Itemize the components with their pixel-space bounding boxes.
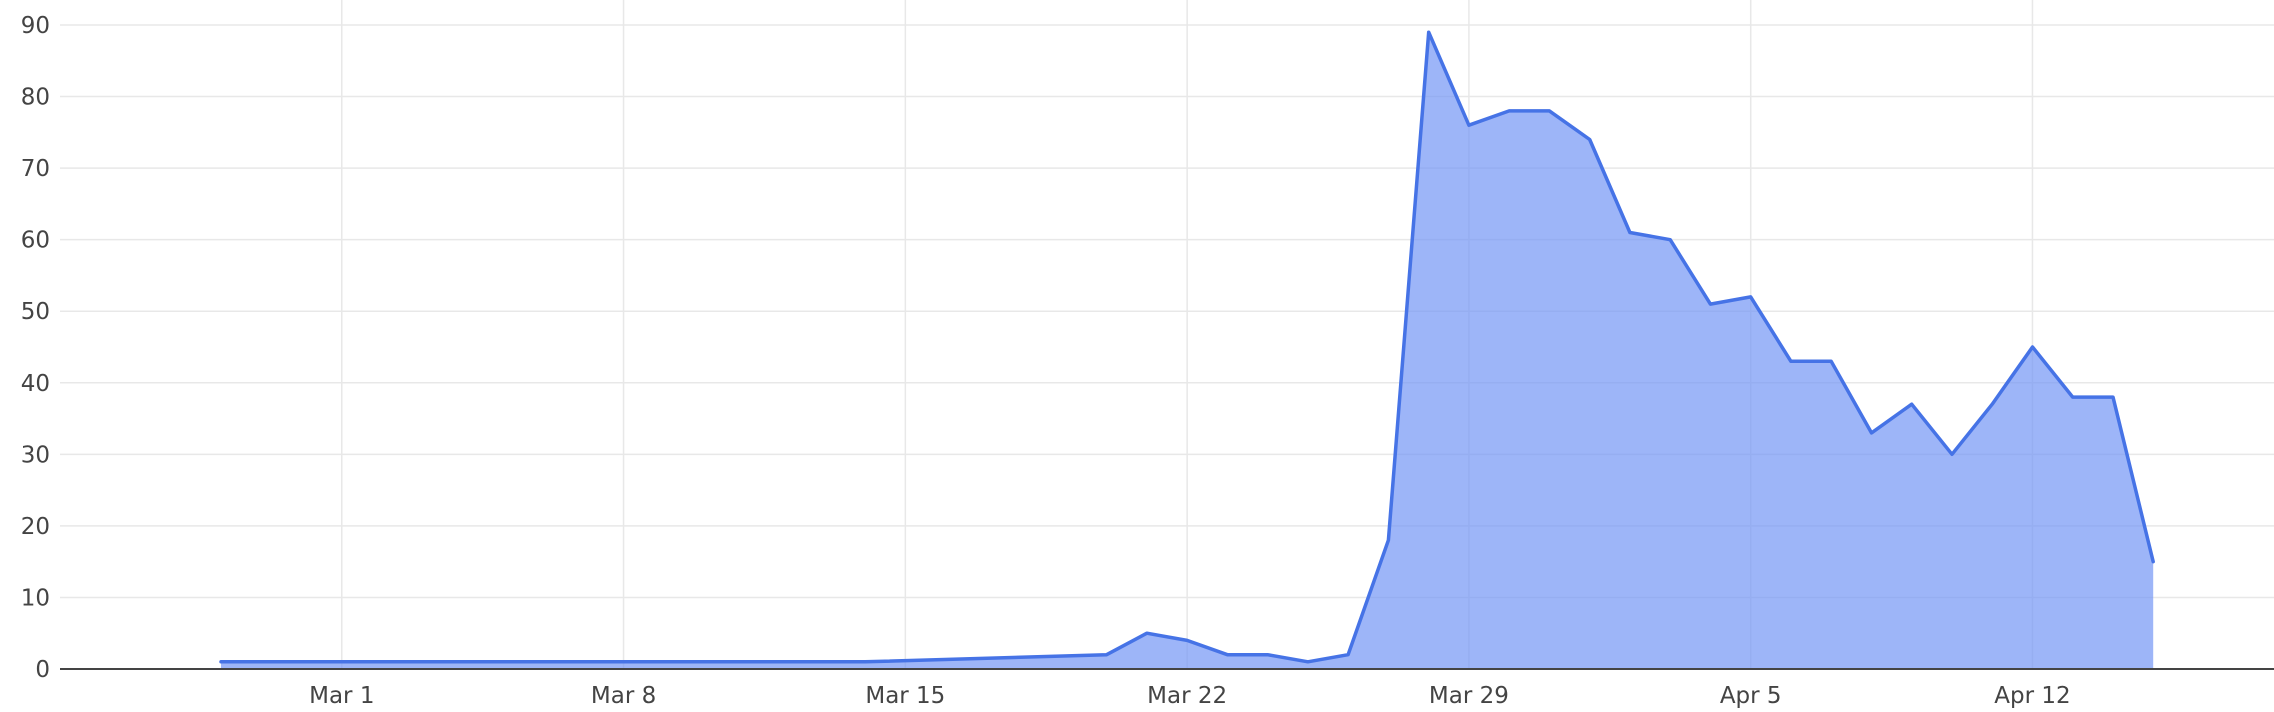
x-tick-label: Apr 12 <box>1994 683 2070 709</box>
y-tick-label: 50 <box>21 299 50 325</box>
y-tick-label: 60 <box>21 228 50 254</box>
x-tick-label: Mar 15 <box>865 683 945 709</box>
y-tick-labels: 0 10 20 30 40 50 60 70 80 90 <box>21 13 50 683</box>
data-point <box>1789 359 1793 363</box>
y-tick-label: 40 <box>21 371 50 397</box>
data-point <box>2071 395 2075 399</box>
x-tick-label: Mar 8 <box>591 683 656 709</box>
data-point <box>1588 138 1592 142</box>
data-point <box>2111 395 2115 399</box>
data-point <box>1427 30 1431 34</box>
data-point <box>1749 295 1753 299</box>
data-point <box>1628 231 1632 235</box>
data-point <box>1990 402 1994 406</box>
data-point <box>2031 345 2035 349</box>
data-point <box>1507 109 1511 113</box>
data-point <box>1306 660 1310 664</box>
data-point <box>1145 631 1149 635</box>
y-tick-label: 70 <box>21 156 50 182</box>
data-point <box>1185 638 1189 642</box>
data-point <box>2151 560 2155 564</box>
data-point <box>1346 653 1350 657</box>
y-tick-label: 20 <box>21 514 50 540</box>
data-point <box>1266 653 1270 657</box>
x-tick-label: Apr 5 <box>1720 683 1782 709</box>
y-tick-label: 90 <box>21 13 50 39</box>
data-point <box>1105 653 1109 657</box>
y-tick-label: 80 <box>21 85 50 111</box>
data-point <box>1870 431 1874 435</box>
data-point <box>1547 109 1551 113</box>
data-point <box>1708 302 1712 306</box>
data-point <box>1950 452 1954 456</box>
series-line <box>219 30 2155 664</box>
y-tick-label: 10 <box>21 585 50 611</box>
series-area <box>221 32 2154 669</box>
data-point <box>1386 538 1390 542</box>
data-point <box>219 660 223 664</box>
x-tick-label: Mar 29 <box>1429 683 1509 709</box>
series-layer <box>219 30 2155 669</box>
x-tick-labels: Mar 1 Mar 8 Mar 15 Mar 22 Mar 29 Apr 5 Apr 12 <box>309 683 2071 709</box>
data-point <box>863 660 867 664</box>
data-point <box>1668 238 1672 242</box>
data-point <box>1829 359 1833 363</box>
x-tick-label: Mar 1 <box>309 683 374 709</box>
y-tick-label: 0 <box>35 657 50 683</box>
y-tick-label: 30 <box>21 442 50 468</box>
data-point <box>1467 123 1471 127</box>
data-point <box>1225 653 1229 657</box>
data-point <box>1910 402 1914 406</box>
x-tick-label: Mar 22 <box>1147 683 1227 709</box>
